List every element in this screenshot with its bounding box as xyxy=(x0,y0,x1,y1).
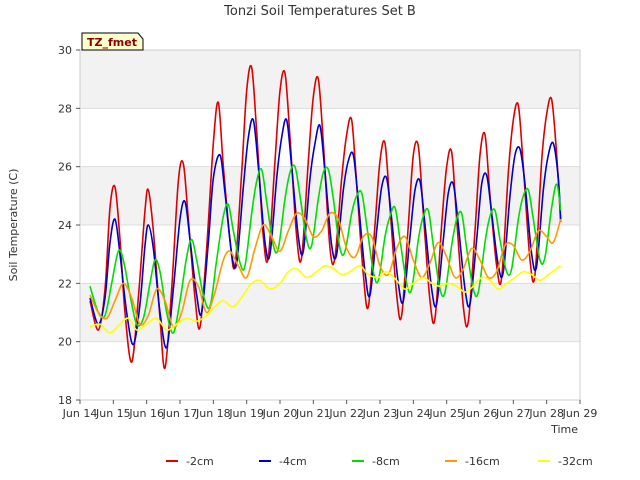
y-tick-label: 26 xyxy=(58,161,72,174)
y-tick-label: 22 xyxy=(58,277,72,290)
x-tick-label: Jun 18 xyxy=(195,407,231,420)
y-tick-label: 24 xyxy=(58,219,72,232)
x-tick-label: Jun 14 xyxy=(62,407,98,420)
x-tick-label: Jun 19 xyxy=(228,407,264,420)
x-tick-label: Jun 16 xyxy=(128,407,164,420)
y-axis-ticks: 18 20 22 24 26 28 30 xyxy=(58,44,80,407)
x-tick-label: Jun 22 xyxy=(328,407,364,420)
series-lines xyxy=(89,65,562,369)
legend-label: -32cm xyxy=(558,455,593,468)
legend-label: -2cm xyxy=(186,455,214,468)
x-tick-label: Jun 28 xyxy=(528,407,564,420)
series-line-16cmcm xyxy=(89,211,562,329)
x-tick-label: Jun 21 xyxy=(295,407,331,420)
y-tick-label: 30 xyxy=(58,44,72,57)
series-line-2cmcm xyxy=(89,65,562,369)
x-tick-label: Jun 23 xyxy=(362,407,398,420)
x-tick-label: Jun 15 xyxy=(95,407,131,420)
badge-box xyxy=(81,32,144,51)
y-tick-label: 28 xyxy=(58,102,72,115)
x-tick-label: Jun 17 xyxy=(162,407,198,420)
x-tick-label: Jun 27 xyxy=(495,407,531,420)
series-line-4cmcm xyxy=(89,118,562,349)
x-tick-label: Jun 29 xyxy=(562,407,598,420)
site-badge: TZ_fmet xyxy=(81,32,144,51)
series-line-32cmcm xyxy=(89,264,562,334)
x-tick-label: Jun 20 xyxy=(262,407,298,420)
badge-label: TZ_fmet xyxy=(87,36,137,49)
legend: -2cm -4cm -8cm -16cm -32cm xyxy=(166,455,593,468)
plot-band xyxy=(80,50,580,109)
y-tick-label: 20 xyxy=(58,336,72,349)
legend-label: -4cm xyxy=(279,455,307,468)
y-tick-label: 18 xyxy=(58,394,72,407)
series-line-8cmcm xyxy=(89,164,562,334)
x-tick-label: Jun 26 xyxy=(462,407,498,420)
chart-title: Tonzi Soil Temperatures Set B xyxy=(223,4,416,19)
x-tick-label: Jun 24 xyxy=(395,407,431,420)
x-axis-label: Time xyxy=(550,423,578,436)
y-axis-label: Soil Temperature (C) xyxy=(7,169,20,282)
legend-label: -8cm xyxy=(372,455,400,468)
legend-label: -16cm xyxy=(465,455,500,468)
x-tick-label: Jun 25 xyxy=(428,407,464,420)
